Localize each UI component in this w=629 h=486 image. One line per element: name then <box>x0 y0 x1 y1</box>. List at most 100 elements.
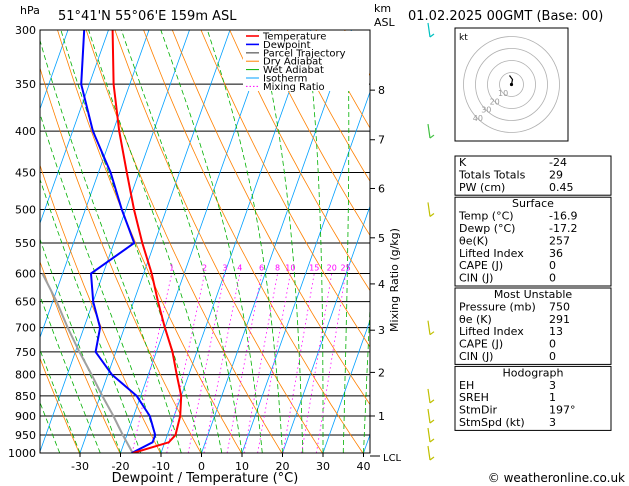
km-tick-label: 2 <box>378 366 385 379</box>
x-axis-label: Dewpoint / Temperature (°C) <box>112 471 299 486</box>
mixing-ratio-label: 4 <box>237 264 242 273</box>
pressure-tick-label: 1000 <box>8 447 36 460</box>
plot-frame <box>39 29 371 454</box>
hodograph-ring-label: 40 <box>473 114 483 123</box>
pressure-tick-label: 800 <box>15 369 36 382</box>
x-tick-label: 0 <box>198 460 205 473</box>
table-row-value: 0 <box>549 338 556 351</box>
wet-adiabat-line <box>121 30 243 453</box>
dry-adiabat-line <box>57 30 242 453</box>
wind-barb-flag <box>429 438 435 443</box>
pressure-tick-label: 450 <box>15 166 36 179</box>
km-unit-label: km <box>374 2 391 15</box>
indices-box <box>454 155 612 196</box>
pressure-tick-label: 700 <box>15 322 36 335</box>
table-row-label: Lifted Index <box>459 325 524 338</box>
mixing-ratio-line <box>166 273 205 453</box>
legend-label: Temperature <box>262 32 326 43</box>
hodograph-ring <box>475 48 548 121</box>
hodograph-ring <box>487 60 536 109</box>
wind-barb-flag <box>429 331 435 336</box>
table-row-value: 13 <box>549 325 563 338</box>
table-row-value: 291 <box>549 313 570 326</box>
table-row-label: EH <box>459 379 474 392</box>
dry-adiabat-line <box>229 30 370 292</box>
km-tick-label: 6 <box>378 182 385 195</box>
isotherm-line <box>40 30 150 339</box>
hodograph-ring-label: 10 <box>498 89 508 98</box>
mixing-ratio-label: 8 <box>275 264 280 273</box>
mixing-ratio-line <box>316 273 347 453</box>
mixing-ratio-line <box>257 273 291 453</box>
lcl-label: LCL <box>383 453 402 464</box>
table-row-value: 0 <box>549 272 556 285</box>
mixing-ratio-label: 3 <box>222 264 227 273</box>
wind-barb <box>427 388 431 403</box>
copyright-label: © weatheronline.co.uk <box>488 471 625 485</box>
isotherm-line <box>201 30 352 453</box>
hodograph-unit-label: kt <box>459 33 468 43</box>
wet-adiabat-line <box>40 237 121 453</box>
mixing-ratio-label: 15 <box>309 264 319 273</box>
temperature-line <box>111 30 183 453</box>
legend-label: Dewpoint <box>263 40 311 51</box>
dry-adiabat-line <box>40 357 80 453</box>
wet-adiabat-line <box>160 30 263 453</box>
table-row-label: CAPE (J) <box>459 338 503 351</box>
table-row-label: θe(K) <box>459 234 488 247</box>
mixing-ratio-line <box>187 273 226 453</box>
hodograph-table-box <box>454 365 612 431</box>
pressure-tick-label: 300 <box>15 24 36 37</box>
location-title: 51°41'N 55°06'E 159m ASL <box>58 9 237 24</box>
km-tick-label: 4 <box>378 278 385 291</box>
table-row-label: SREH <box>459 391 489 404</box>
table-row-value: 0 <box>549 259 556 272</box>
mixing-ratio-label: 1 <box>169 264 174 273</box>
pressure-tick-label: 500 <box>15 203 36 216</box>
km-tick-label: 7 <box>378 134 385 147</box>
pressure-tick-label: 950 <box>15 429 36 442</box>
dry-adiabat-line <box>40 260 121 453</box>
legend-label: Parcel Trajectory <box>263 48 346 59</box>
dry-adiabat-line <box>40 163 161 453</box>
hodograph-ring-label: 20 <box>490 97 500 106</box>
mixing-ratio-label: 2 <box>202 264 207 273</box>
pressure-tick-label: 350 <box>15 78 36 91</box>
hodograph-trace <box>509 75 514 85</box>
hodograph-ring-label: 30 <box>481 106 491 115</box>
isotherm-line <box>120 30 271 453</box>
table-row-label: Pressure (mb) <box>459 300 536 313</box>
wet-adiabat-line <box>40 39 182 453</box>
wet-adiabat-line <box>40 294 101 453</box>
wind-barb-flag <box>429 419 435 424</box>
mixing-ratio-line <box>226 273 262 453</box>
km-tick-label: 5 <box>378 232 385 245</box>
table-row-label: StmSpd (kt) <box>459 416 525 429</box>
legend-label: Wet Adiabat <box>263 65 324 76</box>
mixing-ratio-label: 10 <box>285 264 295 273</box>
wet-adiabat-line <box>363 298 370 453</box>
legend-label: Dry Adiabat <box>263 57 322 68</box>
x-tick-label: -20 <box>112 460 130 473</box>
table-row-value: 3 <box>549 379 556 392</box>
table-row-label: Totals Totals <box>458 168 526 181</box>
isotherm-line <box>79 30 231 453</box>
table-row-label: CIN (J) <box>459 350 493 363</box>
pressure-tick-label: 600 <box>15 268 36 281</box>
legend-label: Isotherm <box>263 74 307 85</box>
hodograph-table-title: Hodograph <box>503 366 564 379</box>
dry-adiabat-line <box>258 30 370 237</box>
table-row-value: 36 <box>549 247 563 260</box>
table-row-value: 750 <box>549 300 570 313</box>
isotherm-line <box>322 319 370 453</box>
wet-adiabat-line <box>257 30 304 453</box>
dry-adiabat-line <box>40 66 202 453</box>
most-unstable-title: Most Unstable <box>494 288 573 301</box>
table-row-value: 0 <box>549 350 556 363</box>
wet-adiabat-line <box>40 177 142 453</box>
table-row-label: Dewp (°C) <box>459 222 515 235</box>
isotherm-line <box>160 30 312 453</box>
wind-barb <box>427 408 431 424</box>
mixing-ratio-line <box>282 273 315 453</box>
km-tick-label: 8 <box>378 84 385 97</box>
